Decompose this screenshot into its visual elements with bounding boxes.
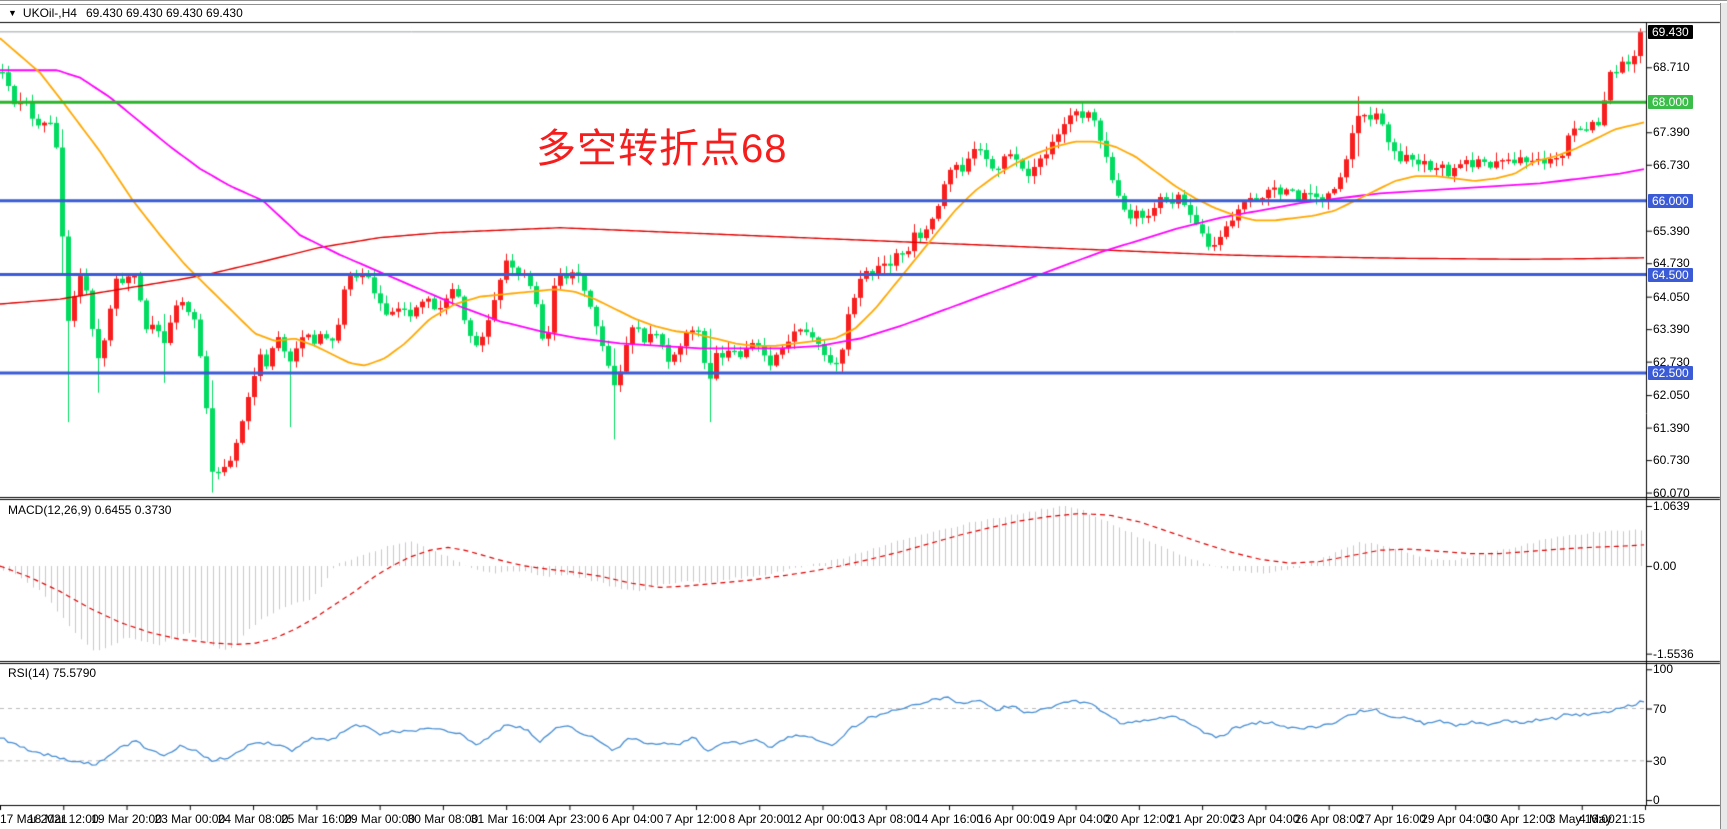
chart-title-bar: ▼ UKOil-,H4 69.430 69.430 69.430 69.430 [8,5,243,21]
macd-axis-label: 1.0639 [1653,499,1690,513]
time-axis-label: 21 Apr 20:00 [1168,812,1237,826]
ohlc-values: 69.430 69.430 69.430 69.430 [85,6,243,20]
time-axis-label: 14 Apr 16:00 [915,812,984,826]
price-level-badge: 69.430 [1648,24,1693,39]
rsi-indicator-label: RSI(14) 75.5790 [8,666,96,680]
price-axis-label: 66.730 [1653,157,1690,172]
time-axis-label: 18 Mar 12:00 [27,812,99,826]
macd-main-value: 0.6455 [94,503,132,517]
price-axis-label: 68.710 [1653,60,1690,75]
price-axis-label: 62.050 [1653,388,1690,403]
price-axis-label: 63.390 [1653,322,1690,337]
time-axis-label: 24 Mar 08:00 [217,812,289,826]
time-axis-label: 16 Apr 00:00 [978,812,1047,826]
time-axis-label: 29 Apr 04:00 [1421,812,1490,826]
rsi-axis-label: 70 [1653,701,1667,716]
time-axis-label: 23 Mar 00:00 [154,812,226,826]
time-axis-label: 6 Apr 04:00 [601,812,664,826]
symbol-dropdown-icon[interactable]: ▼ [8,8,17,18]
time-axis-label: 20 Apr 12:00 [1104,812,1173,826]
rsi-axis-label: 0 [1653,793,1660,808]
time-axis-label: 31 Mar 16:00 [470,812,542,826]
price-axis-label: 61.390 [1653,420,1690,435]
price-level-badge: 64.500 [1648,267,1693,282]
time-axis-label: 30 Mar 08:00 [407,812,479,826]
rsi-axis-label: 100 [1653,662,1674,677]
macd-axis-label: 0.00 [1653,559,1677,573]
time-axis-label: 12 Apr 00:00 [788,812,857,826]
time-axis-label: 3 May 16:00 [1548,812,1615,826]
time-axis-label: 23 Apr 04:00 [1231,812,1300,826]
price-axis-label: 64.730 [1653,256,1690,271]
time-axis-label: 29 Mar 00:00 [344,812,415,826]
rsi-name: RSI(14) [8,666,50,680]
price-axis-label: 64.050 [1653,289,1690,304]
price-axis-label: 62.730 [1653,354,1690,369]
price-axis-label: 65.390 [1653,223,1690,238]
time-axis-label: 17 Mar 2021 [0,812,68,826]
price-axis-label: 60.070 [1653,485,1690,500]
macd-indicator-label: MACD(12,26,9) 0.6455 0.3730 [8,503,171,517]
chart-annotation-text: 多空转折点68 [536,127,788,171]
time-axis-label: 30 Apr 12:00 [1484,812,1553,826]
symbol-period-label: UKOil-,H4 [22,6,77,20]
price-level-badge: 62.500 [1648,365,1693,380]
time-axis-label: 25 Mar 16:00 [280,812,352,826]
price-level-badge: 66.000 [1648,193,1693,208]
time-axis-label: 19 Apr 04:00 [1041,812,1110,826]
time-axis-label: 4 Apr 23:00 [538,812,601,826]
right-scroll-strip[interactable] [1720,3,1727,829]
price-axis-label: 60.730 [1653,453,1690,468]
time-axis-label: 4 May 21:15 [1578,812,1645,826]
price-level-badge: 68.000 [1648,95,1693,110]
rsi-value: 75.5790 [52,666,97,680]
time-axis-label: 26 Apr 08:00 [1294,812,1363,826]
time-axis-label: 19 Mar 20:00 [91,812,162,826]
macd-name: MACD(12,26,9) [8,503,92,517]
time-axis-label: 8 Apr 20:00 [728,812,790,826]
macd-axis-label: -1.5536 [1653,646,1694,661]
time-axis-label: 7 Apr 12:00 [665,812,727,826]
rsi-axis-label: 30 [1653,753,1667,768]
price-axis-label: 67.390 [1653,125,1690,140]
macd-signal-value: 0.3730 [134,503,172,517]
time-axis-label: 27 Apr 16:00 [1357,812,1426,826]
time-axis-label: 13 Apr 08:00 [851,812,920,826]
